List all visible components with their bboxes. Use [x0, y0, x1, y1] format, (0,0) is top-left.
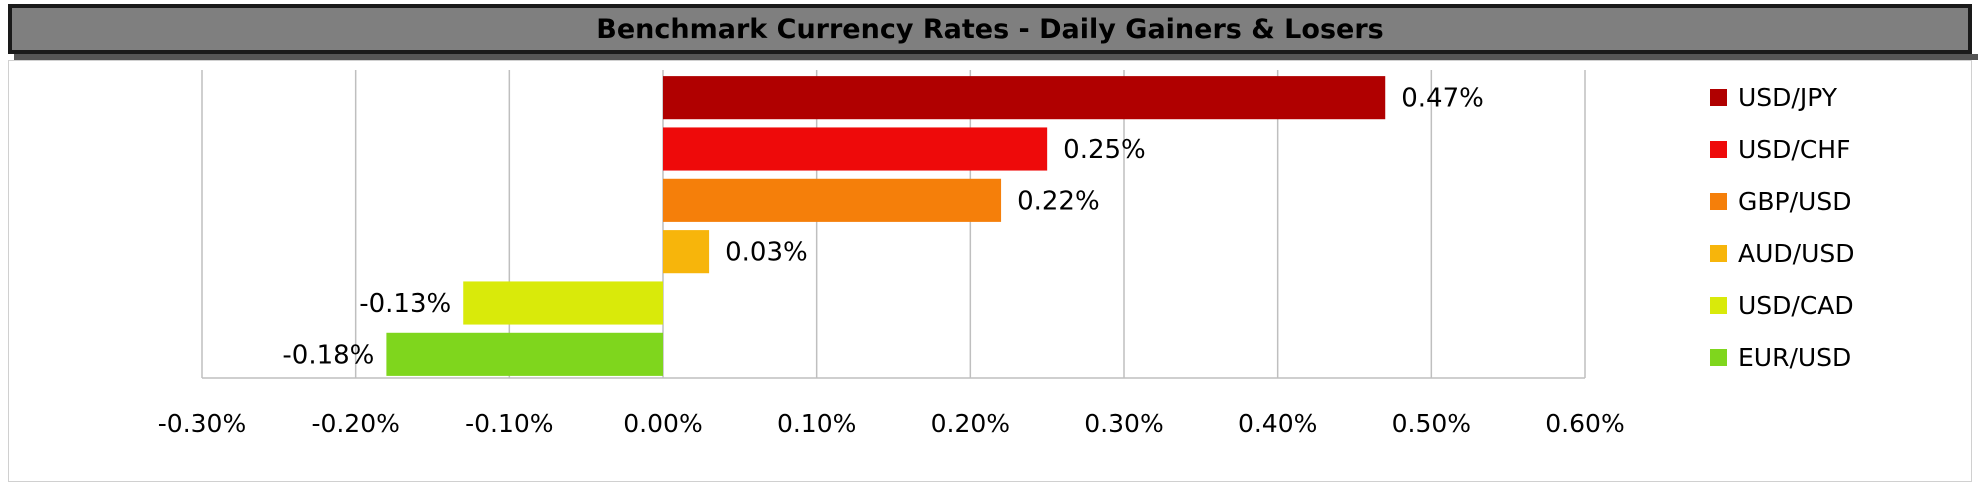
legend-swatch — [1710, 89, 1727, 106]
x-tick-label: 0.20% — [931, 409, 1010, 438]
legend-label: GBP/USD — [1738, 187, 1851, 216]
bar-usd-chf — [663, 127, 1048, 171]
data-label: -0.13% — [359, 289, 451, 319]
legend-swatch — [1710, 245, 1727, 262]
data-label: 0.47% — [1401, 84, 1484, 114]
data-label: 0.03% — [725, 238, 808, 268]
x-tick-label: 0.00% — [623, 409, 702, 438]
bar-eur-usd — [386, 332, 663, 376]
data-label: -0.18% — [282, 340, 374, 370]
x-tick-label: 0.60% — [1545, 409, 1624, 438]
legend-label: EUR/USD — [1738, 343, 1851, 372]
bar-usd-cad — [463, 281, 663, 325]
legend-swatch — [1710, 193, 1727, 210]
x-tick-label: -0.20% — [311, 409, 399, 438]
x-tick-label: -0.10% — [465, 409, 553, 438]
legend-swatch — [1710, 349, 1727, 366]
data-label: 0.22% — [1017, 186, 1100, 216]
legend-label: USD/JPY — [1738, 83, 1838, 112]
legend-label: USD/CHF — [1738, 135, 1850, 164]
chart-title-text: Benchmark Currency Rates - Daily Gainers… — [596, 13, 1384, 45]
legend-swatch — [1710, 297, 1727, 314]
x-tick-label: -0.30% — [158, 409, 246, 438]
legend-label: USD/CAD — [1738, 291, 1854, 320]
x-tick-label: 0.30% — [1084, 409, 1163, 438]
x-tick-label: 0.10% — [777, 409, 856, 438]
data-label: 0.25% — [1063, 135, 1146, 165]
legend-swatch — [1710, 141, 1727, 158]
title-shadow — [14, 54, 1978, 60]
bar-gbp-usd — [663, 178, 1002, 222]
x-tick-label: 0.40% — [1238, 409, 1317, 438]
bar-aud-usd — [663, 230, 710, 274]
chart-title: Benchmark Currency Rates - Daily Gainers… — [8, 4, 1972, 54]
bar-usd-jpy — [663, 76, 1386, 120]
x-tick-label: 0.50% — [1392, 409, 1471, 438]
legend-label: AUD/USD — [1738, 239, 1855, 268]
